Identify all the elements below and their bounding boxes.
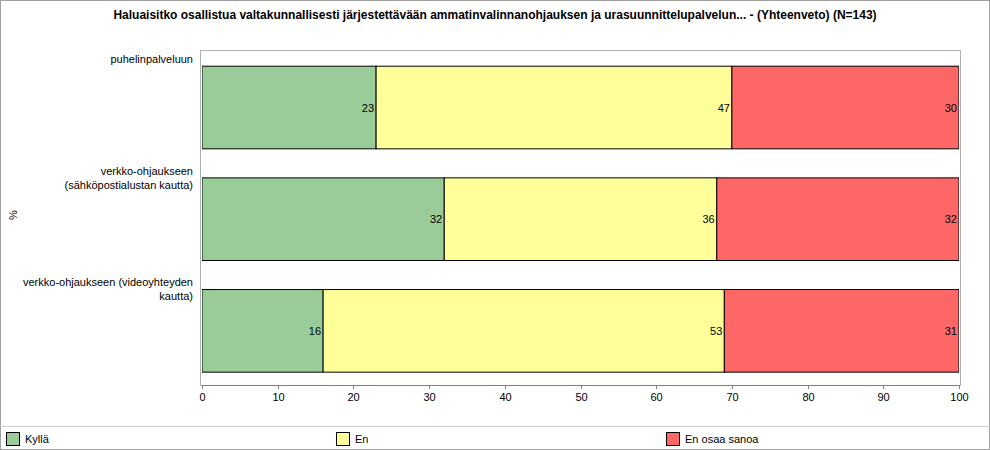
x-tick-label: 30 — [423, 391, 435, 403]
data-label: 32 — [430, 213, 442, 225]
legend-separator — [0, 426, 990, 427]
x-tick — [429, 385, 430, 389]
category-label-line: (sähköpostialustan kautta) — [65, 179, 193, 191]
data-label: 47 — [718, 102, 730, 114]
bar-segment — [376, 66, 732, 149]
bar-segment — [323, 290, 724, 373]
category-label-line: verkko-ohjaukseen — [101, 165, 193, 177]
x-tick — [883, 385, 884, 389]
y-axis-label: % — [7, 210, 19, 220]
x-tick — [353, 385, 354, 389]
chart: Haluaisitko osallistua valtakunnallisest… — [0, 0, 990, 450]
data-label: 31 — [945, 325, 957, 337]
x-tick — [656, 385, 657, 389]
bar-segment — [444, 178, 717, 261]
x-tick — [959, 385, 960, 389]
x-tick-label: 60 — [650, 391, 662, 403]
legend-label: En — [355, 433, 368, 445]
x-tick-label: 20 — [347, 391, 359, 403]
data-labels: 23 47 30 32 36 32 16 53 31 — [309, 102, 957, 337]
category-label: verkko-ohjaukseen (sähköpostialustan kaut… — [65, 165, 193, 191]
legend-swatch — [337, 433, 350, 446]
category-label-line: kautta) — [159, 290, 193, 302]
x-tick — [581, 385, 582, 389]
bar-segment — [202, 178, 444, 261]
data-label: 23 — [362, 102, 374, 114]
legend-label: En osaa sanoa — [685, 433, 759, 445]
legend-label: Kyllä — [25, 433, 50, 445]
data-label: 53 — [710, 325, 722, 337]
category-label-line: puhelinpalveluun — [110, 53, 193, 65]
title: Haluaisitko osallistua valtakunnallisest… — [113, 8, 876, 22]
category-label: verkko-ohjaukseen (videoyhteyden kautta) — [23, 276, 193, 302]
legend-swatch — [7, 433, 20, 446]
bar-segment — [202, 66, 376, 149]
x-tick-label: 50 — [575, 391, 587, 403]
bar-segment — [202, 290, 323, 373]
x-tick — [202, 385, 203, 389]
bar-segment — [724, 290, 959, 373]
x-tick — [808, 385, 809, 389]
background — [1, 1, 990, 450]
x-tick — [732, 385, 733, 389]
x-tick — [278, 385, 279, 389]
x-tick-label: 40 — [499, 391, 511, 403]
data-label: 30 — [945, 102, 957, 114]
x-tick-label: 0 — [199, 391, 205, 403]
data-label: 36 — [703, 213, 715, 225]
x-tick-label: 80 — [802, 391, 814, 403]
category-label: puhelinpalveluun — [110, 53, 193, 65]
data-label: 32 — [945, 213, 957, 225]
legend: Kyllä En En osaa sanoa — [0, 427, 990, 446]
legend-swatch — [667, 433, 680, 446]
x-axis-line — [202, 385, 959, 386]
x-tick-label: 10 — [272, 391, 284, 403]
bar-segment — [732, 66, 959, 149]
plot-frame — [201, 51, 961, 386]
bars — [202, 66, 959, 372]
x-tick — [505, 385, 506, 389]
x-tick-label: 100 — [950, 391, 968, 403]
data-label: 16 — [309, 325, 321, 337]
bar-segment — [717, 178, 959, 261]
x-tick-label: 70 — [726, 391, 738, 403]
x-tick-label: 90 — [877, 391, 889, 403]
category-label-line: verkko-ohjaukseen (videoyhteyden — [23, 276, 193, 288]
